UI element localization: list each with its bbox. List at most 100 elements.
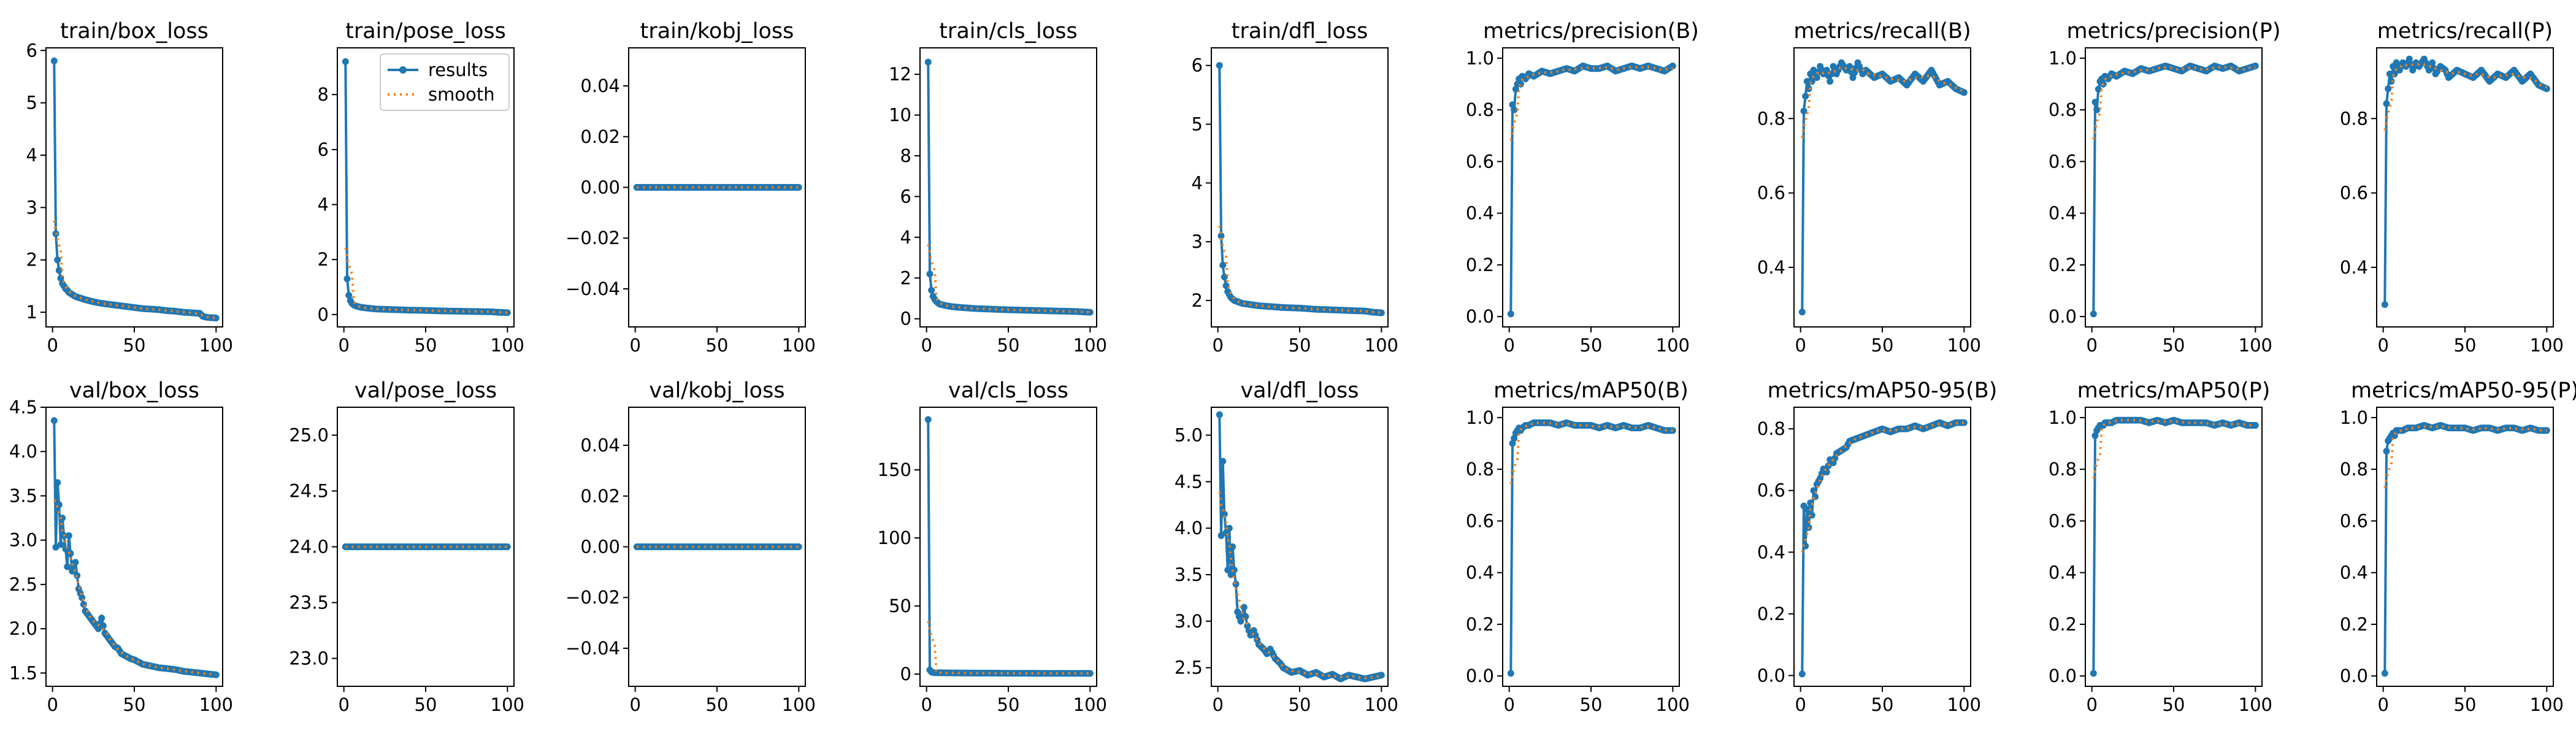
- results-point: [1807, 499, 1814, 507]
- results-point: [1507, 310, 1514, 318]
- y-tick-label: 0.4: [2049, 562, 2077, 583]
- x-tick-label: 50: [2163, 694, 2185, 715]
- y-tick-label: 0.0: [1466, 665, 1494, 686]
- y-tick-label: 4: [26, 145, 37, 166]
- results-markers: [342, 543, 511, 550]
- results-point: [2381, 670, 2388, 677]
- y-tick-label: 0.6: [2340, 510, 2368, 531]
- results-point: [1086, 670, 1094, 677]
- y-tick-label: 0.6: [1466, 151, 1494, 172]
- plot-frame: [2085, 47, 2263, 328]
- chart-title: train/cls_loss: [939, 19, 1078, 44]
- x-tick-label: 0: [1212, 335, 1223, 356]
- results-point: [72, 559, 79, 566]
- smooth-line: [2383, 425, 2547, 488]
- results-point: [1960, 89, 1968, 96]
- results-line: [2092, 64, 2256, 314]
- plot-frame: [45, 47, 223, 328]
- x-tick-label: 100: [2530, 694, 2564, 715]
- chart-panel: val/box_loss 0 50 100 1.5 2.0 2.5 3.0 3.5 4.0 4.5: [9, 378, 233, 715]
- x-tick-label: 100: [2239, 694, 2272, 715]
- plot-frame: [1211, 47, 1389, 328]
- x-tick-label: 100: [2530, 335, 2564, 356]
- y-tick-label: 0.0: [2049, 306, 2077, 327]
- smooth-line: [1218, 225, 1382, 314]
- y-tick-label: 0.6: [2340, 183, 2368, 204]
- y-tick-label: 1.0: [2049, 407, 2077, 428]
- results-point: [2383, 448, 2390, 455]
- results-point: [54, 479, 61, 486]
- results-point: [1512, 85, 1519, 93]
- results-markers: [2090, 416, 2259, 677]
- chart-title: metrics/precision(P): [2066, 19, 2280, 44]
- smooth-line: [2383, 62, 2547, 131]
- y-tick-label: −0.04: [565, 638, 620, 659]
- x-tick-label: 100: [1073, 335, 1107, 356]
- x-tick-label: 0: [921, 335, 932, 356]
- results-markers: [1507, 419, 1676, 677]
- chart-panel: train/dfl_loss 0 50 100 2 3 4 5 6: [1192, 19, 1398, 356]
- results-point: [94, 625, 102, 632]
- results-point: [345, 291, 353, 299]
- results-line: [1801, 421, 1965, 674]
- y-tick-label: 0.4: [1466, 562, 1494, 583]
- plot-frame: [1793, 407, 1971, 687]
- y-tick-label: 2: [900, 267, 911, 288]
- x-tick-label: 100: [491, 694, 524, 715]
- y-tick-label: 25.0: [289, 425, 329, 446]
- x-tick-label: 0: [2086, 335, 2097, 356]
- y-tick-label: 3: [26, 197, 37, 218]
- x-tick-label: 100: [199, 694, 233, 715]
- x-tick-label: 50: [415, 335, 437, 356]
- results-point: [1217, 532, 1225, 539]
- y-tick-label: −0.02: [565, 587, 620, 608]
- results-point: [212, 315, 220, 321]
- x-tick-label: 50: [123, 335, 146, 356]
- results-point: [1219, 458, 1227, 465]
- results-point: [54, 256, 61, 264]
- results-point: [1802, 542, 1809, 550]
- y-tick-label: 0.2: [2049, 255, 2077, 275]
- x-tick-label: 0: [47, 335, 58, 356]
- y-tick-label: 8: [318, 84, 329, 105]
- results-point: [1812, 493, 1819, 500]
- y-tick-label: 1.0: [1466, 407, 1494, 428]
- results-point: [2543, 85, 2550, 93]
- y-tick-label: 4.5: [1175, 471, 1203, 492]
- y-tick-label: 1: [26, 302, 37, 323]
- chart-title: metrics/recall(B): [1793, 19, 1971, 44]
- results-point: [1960, 419, 1968, 426]
- y-tick-label: 2.0: [9, 618, 37, 639]
- y-tick-label: 6: [900, 186, 911, 207]
- results-markers: [2381, 422, 2550, 677]
- results-point: [2091, 99, 2099, 105]
- x-tick-label: 0: [2377, 335, 2388, 356]
- results-point: [98, 615, 105, 622]
- y-tick-label: 0.04: [580, 75, 620, 96]
- x-tick-label: 50: [997, 335, 1020, 356]
- x-tick-label: 0: [629, 335, 640, 356]
- x-tick-label: 0: [1795, 694, 1806, 715]
- results-point: [59, 515, 66, 522]
- chart-panel: metrics/mAP50(P) 0 50 100 0.0 0.2 0.4 0.6 0.8 1.0: [2049, 378, 2272, 715]
- x-tick-label: 100: [1365, 335, 1398, 356]
- y-tick-label: 4: [1192, 172, 1203, 193]
- results-markers: [2381, 55, 2550, 309]
- smooth-line: [1801, 421, 1965, 553]
- legend-box: [380, 53, 510, 111]
- x-tick-label: 50: [2163, 335, 2185, 356]
- results-point: [795, 184, 802, 191]
- results-markers: [342, 58, 511, 316]
- chart-title: val/cls_loss: [948, 378, 1068, 403]
- results-point: [1240, 604, 1248, 611]
- y-tick-label: 4.5: [9, 397, 37, 418]
- y-tick-label: 0.0: [2340, 665, 2368, 686]
- results-point: [80, 600, 87, 608]
- x-tick-label: 100: [1365, 694, 1398, 715]
- y-tick-label: 0.8: [2340, 108, 2368, 129]
- y-tick-label: 10: [889, 105, 911, 126]
- y-tick-label: 23.0: [289, 648, 329, 669]
- y-tick-label: 0.8: [1466, 459, 1494, 480]
- y-tick-label: 3.0: [9, 530, 37, 551]
- results-point: [2385, 85, 2392, 93]
